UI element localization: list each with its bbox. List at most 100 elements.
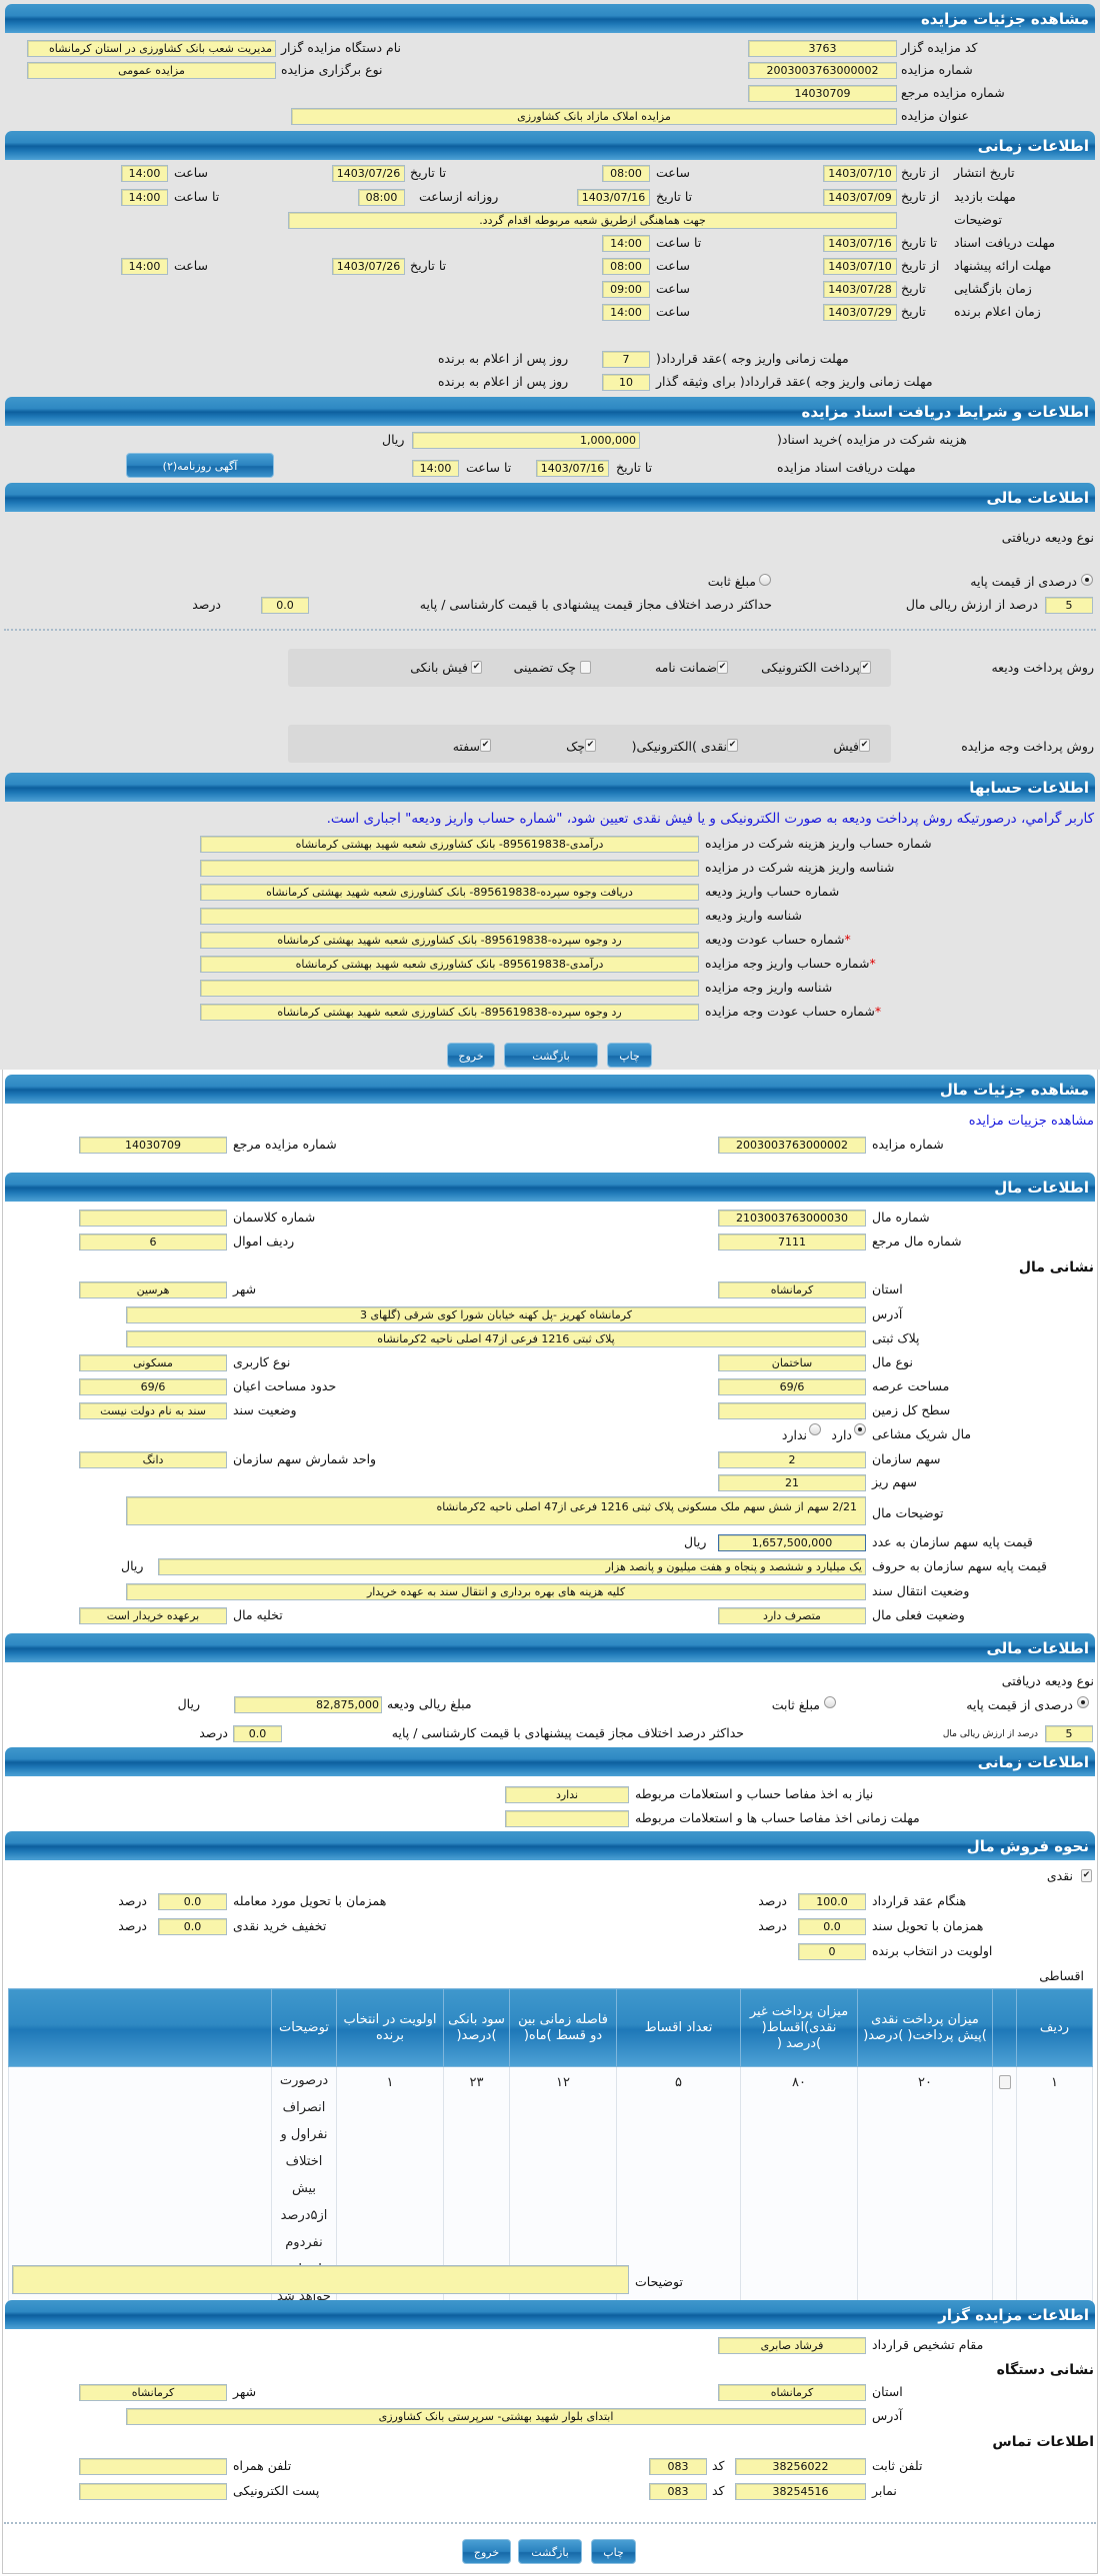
- subshare-field[interactable]: 21: [718, 1474, 866, 1491]
- phone-field[interactable]: 38256022: [735, 2458, 866, 2475]
- account-field[interactable]: دریافت وجوه سپرده-895619838- بانک کشاورز…: [200, 884, 699, 901]
- winner-time-field[interactable]: 14:00: [602, 304, 650, 321]
- on-delivery-field[interactable]: 0.0: [158, 1893, 227, 1910]
- item-address-field[interactable]: کرمانشاه کهریز -پل کهنه خیابان شورا کوی …: [126, 1306, 866, 1323]
- deposit-method-checkbox[interactable]: ✔: [471, 661, 482, 674]
- exit-button[interactable]: خروج: [447, 1043, 495, 1068]
- docs-deadline-date-field[interactable]: 1403/07/16: [536, 460, 609, 477]
- print-button-bottom[interactable]: چاپ: [591, 2539, 636, 2564]
- auction-number-field[interactable]: 2003003763000002: [748, 62, 897, 79]
- item-max-diff-field[interactable]: 0.0: [233, 1725, 282, 1742]
- docs-to-time-field[interactable]: 14:00: [602, 235, 650, 252]
- deposit-method-checkbox[interactable]: ✔: [717, 661, 728, 674]
- cash-discount-field[interactable]: 0.0: [158, 1918, 227, 1935]
- print-button[interactable]: چاپ: [607, 1043, 652, 1068]
- deposit-fixed-radio[interactable]: [759, 574, 771, 586]
- account-field[interactable]: [200, 860, 699, 877]
- offer-from-time-field[interactable]: 08:00: [602, 258, 650, 275]
- deposit-method-checkbox[interactable]: [580, 661, 591, 674]
- deposit-amount-field[interactable]: 82,875,000: [234, 1696, 382, 1713]
- account-field[interactable]: درآمدی-895619838- بانک کشاورزی شعبه شهید…: [200, 956, 699, 973]
- phone-code-field[interactable]: 083: [649, 2458, 707, 2475]
- deposit-percent-field[interactable]: 5: [1045, 597, 1093, 614]
- deed-transfer-field[interactable]: کلیه هزینه های بهره برداری و انتقال سند …: [126, 1583, 866, 1600]
- offer-from-date-field[interactable]: 1403/07/10: [823, 258, 897, 275]
- auction-details-link[interactable]: مشاهده جزییات مزایده: [968, 1114, 1094, 1129]
- publish-from-date-field[interactable]: 1403/07/10: [823, 165, 897, 182]
- docs-to-date-field[interactable]: 1403/07/16: [823, 235, 897, 252]
- offer-to-date-field[interactable]: 1403/07/26: [332, 258, 405, 275]
- account-field[interactable]: [200, 980, 699, 997]
- item-deposit-percent-field[interactable]: 5: [1045, 1725, 1093, 1742]
- priority-field[interactable]: 0: [798, 1943, 866, 1960]
- visit-to-date-field[interactable]: 1403/07/16: [577, 189, 650, 206]
- class-number-field[interactable]: [79, 1210, 227, 1227]
- item-kind-field[interactable]: ساختمان: [718, 1354, 866, 1371]
- auctioneer-org-field[interactable]: مدیریت شعب بانک کشاورزی در استان کرمانشا…: [27, 40, 276, 57]
- item-number-field[interactable]: 2103003763000030: [718, 1210, 866, 1227]
- shared-no-radio[interactable]: [809, 1423, 821, 1435]
- deed-status-field[interactable]: سند به نام دولت نیست: [79, 1402, 227, 1419]
- visit-from-date-field[interactable]: 1403/07/09: [823, 189, 897, 206]
- authority-field[interactable]: فرشاد صابری: [718, 2337, 866, 2354]
- asset-row-field[interactable]: 6: [79, 1234, 227, 1251]
- timing-notes-field[interactable]: جهت هماهنگی ازطریق شعبه مربوطه اقدام گرد…: [288, 212, 897, 229]
- item-ref-field[interactable]: 7111: [718, 1234, 866, 1251]
- pay-bail-days-field[interactable]: 10: [602, 374, 650, 391]
- publish-from-time-field[interactable]: 08:00: [602, 165, 650, 182]
- base-price-words-field[interactable]: یک میلیارد و ششصد و پنجاه و هفت میلیون و…: [158, 1558, 866, 1575]
- row-select-checkbox[interactable]: [998, 2075, 1011, 2089]
- payment-method-checkbox[interactable]: ✔: [585, 739, 596, 752]
- pay-days-field[interactable]: 7: [602, 351, 650, 368]
- mobile-field[interactable]: [79, 2458, 227, 2475]
- account-field[interactable]: رد وجوه سپرده-895619838- بانک کشاورزی شع…: [200, 1004, 699, 1021]
- back-button[interactable]: بازگشت: [504, 1043, 598, 1068]
- offer-to-time-field[interactable]: 14:00: [121, 258, 168, 275]
- item-description-field[interactable]: 2/21 سهم از شش سهم ملک مسکونی پلاک ثبتی …: [126, 1496, 866, 1525]
- item-deposit-fixed-radio[interactable]: [824, 1696, 836, 1708]
- publish-to-date-field[interactable]: 1403/07/26: [332, 165, 405, 182]
- auctioneer-code-field[interactable]: 3763: [748, 40, 897, 57]
- auction-type-field[interactable]: مزایده عمومی: [27, 62, 276, 79]
- evacuation-field[interactable]: برعهده خریدار است: [79, 1607, 227, 1624]
- deposit-method-checkbox[interactable]: ✔: [860, 661, 871, 674]
- max-diff-field[interactable]: 0.0: [261, 597, 309, 614]
- opening-time-field[interactable]: 09:00: [602, 281, 650, 298]
- land-area-field[interactable]: 69/6: [718, 1378, 866, 1395]
- fax-code-field[interactable]: 083: [649, 2483, 707, 2500]
- email-field[interactable]: [79, 2483, 227, 2500]
- auction-subject-field[interactable]: مزایده املاک مازاد بانک کشاورزی: [291, 108, 897, 125]
- auction-ref-field[interactable]: 14030709: [748, 85, 897, 102]
- org-share-field[interactable]: 2: [718, 1451, 866, 1468]
- back-button-bottom[interactable]: بازگشت: [518, 2539, 582, 2564]
- visit-to-time-field[interactable]: 14:00: [121, 189, 168, 206]
- building-area-field[interactable]: 69/6: [79, 1378, 227, 1395]
- current-status-field[interactable]: متصرف دارد: [718, 1607, 866, 1624]
- base-price-field[interactable]: 1,657,500,000: [718, 1534, 866, 1551]
- payment-method-checkbox[interactable]: ✔: [859, 739, 870, 752]
- winner-date-field[interactable]: 1403/07/29: [823, 304, 897, 321]
- sale-notes-field[interactable]: [12, 2265, 629, 2294]
- clearance-field[interactable]: ندارد: [505, 1786, 629, 1803]
- docs-fee-field[interactable]: 1,000,000: [412, 432, 640, 449]
- visit-daily-from-field[interactable]: 08:00: [358, 189, 405, 206]
- on-deed-field[interactable]: 0.0: [798, 1918, 866, 1935]
- total-land-field[interactable]: [718, 1402, 866, 1419]
- item-deposit-percent-radio[interactable]: [1077, 1696, 1089, 1708]
- account-field[interactable]: رد وجوه سپرده-895619838- بانک کشاورزی شع…: [200, 932, 699, 949]
- item-auction-ref-field[interactable]: 14030709: [79, 1137, 227, 1154]
- item-city-field[interactable]: هرسین: [79, 1282, 227, 1298]
- item-auction-number-field[interactable]: 2003003763000002: [718, 1137, 866, 1154]
- org-province-field[interactable]: کرمانشاه: [718, 2384, 866, 2401]
- payment-method-checkbox[interactable]: ✔: [727, 739, 738, 752]
- docs-deadline-time-field[interactable]: 14:00: [412, 460, 459, 477]
- deposit-percent-radio[interactable]: [1081, 574, 1093, 586]
- opening-date-field[interactable]: 1403/07/28: [823, 281, 897, 298]
- share-unit-field[interactable]: دانگ: [79, 1451, 227, 1468]
- newspaper-ad-button[interactable]: آگهی روزنامه(۲): [126, 453, 274, 478]
- clearance-deadline-field[interactable]: [505, 1810, 629, 1827]
- publish-to-time-field[interactable]: 14:00: [121, 165, 168, 182]
- account-field[interactable]: درآمدی-895619838- بانک کشاورزی شعبه شهید…: [200, 836, 699, 853]
- org-address-field[interactable]: ابتدای بلوار شهید بهشتی- سرپرستی بانک کش…: [126, 2408, 866, 2425]
- item-province-field[interactable]: کرمانشاه: [718, 1282, 866, 1298]
